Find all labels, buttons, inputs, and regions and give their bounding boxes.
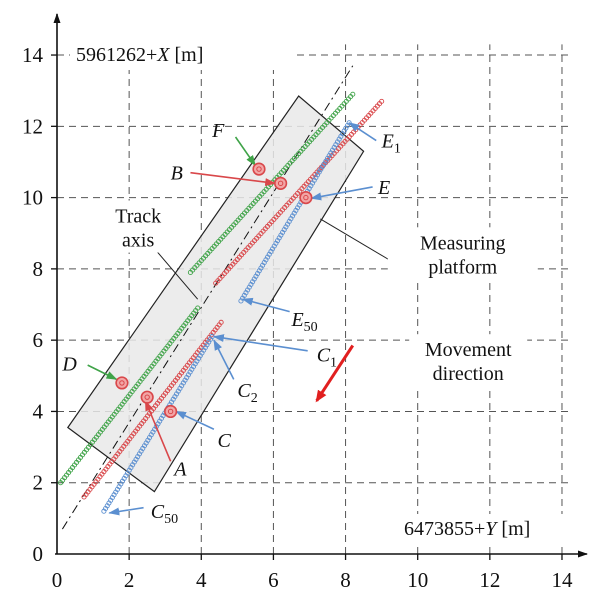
callout-arrow-a — [144, 399, 172, 462]
point-center-a — [144, 394, 150, 400]
tick-labels: 0 2 4 6 8 10 12 14 0 2 4 6 8 10 12 14 — [22, 43, 573, 592]
platform-rectangle — [66, 95, 365, 493]
axes — [53, 13, 588, 558]
callout-label-e50: E50 — [290, 309, 317, 335]
point-a — [140, 390, 154, 404]
callout-arrow-c1 — [212, 334, 308, 352]
point-d — [115, 376, 129, 390]
callout-arrow-d — [87, 364, 118, 381]
marked-points — [115, 162, 313, 419]
movement-direction-arrow — [315, 344, 355, 403]
callout-arrow-e — [310, 186, 373, 201]
callout-label-a: A — [172, 458, 187, 480]
point-center-e — [303, 194, 309, 201]
callout-arrow-f — [234, 136, 257, 167]
callout-label-f: F — [211, 120, 225, 142]
track-axis-line — [61, 65, 354, 530]
y-tick-label: 0 — [33, 542, 44, 566]
annotation-text: direction — [433, 363, 504, 385]
point-center-f — [256, 166, 262, 172]
callout-label-c2: C2 — [237, 380, 257, 406]
rail-point-series — [58, 91, 385, 514]
annotation-text: axis — [122, 230, 154, 252]
annotation-background — [409, 334, 528, 387]
point-c — [164, 404, 178, 419]
callout-label-e1: E1 — [381, 131, 401, 157]
callout-arrow-c — [175, 410, 215, 430]
x-tick-label: 12 — [479, 568, 500, 592]
measuring-platform — [61, 65, 365, 530]
callout-arrow-c2 — [213, 339, 235, 380]
annotation-text: Movement — [425, 339, 512, 361]
x-tick-label: 0 — [52, 568, 63, 592]
y-axis-label: 5961262+X [m] — [76, 44, 203, 66]
y-tick-label: 8 — [33, 257, 44, 281]
y-tick-label: 6 — [33, 328, 44, 352]
x-tick-label: 6 — [268, 568, 279, 592]
point-center-c — [167, 408, 174, 415]
axis-labels: 5961262+X [m] 6473855+Y [m] — [70, 40, 577, 544]
callout-arrow-e1 — [348, 122, 377, 142]
y-tick-label: 14 — [22, 43, 44, 67]
x-tick-label: 10 — [407, 568, 428, 592]
x-axis-label: 6473855+Y [m] — [404, 518, 530, 540]
point-center-d — [119, 380, 125, 386]
callout-label-b: B — [171, 163, 183, 185]
callout-arrow-b — [190, 171, 277, 187]
callout-arrow-e50 — [241, 297, 290, 313]
y-tick-label: 10 — [22, 186, 43, 210]
callout-label-e: E — [377, 177, 390, 199]
annotation-text: Track — [115, 206, 161, 228]
callout-arrow-c50 — [108, 506, 144, 516]
x-axis-label-background — [400, 514, 577, 544]
point-f — [252, 162, 266, 176]
callout-label-d: D — [61, 353, 77, 375]
callout-label-c: C — [218, 430, 232, 452]
annotation-text: Measuring — [420, 232, 506, 254]
x-tick-label: 8 — [340, 568, 351, 592]
annotation-background — [387, 227, 538, 280]
annotation-text: platform — [428, 256, 497, 278]
y-tick-label: 2 — [33, 471, 44, 495]
annotation-background — [98, 200, 179, 253]
x-tick-label: 14 — [551, 568, 573, 592]
y-tick-label: 12 — [22, 114, 43, 138]
callout-label-c50: C50 — [151, 501, 178, 527]
callout-label-c1: C1 — [317, 344, 337, 370]
point-e — [299, 191, 313, 205]
point-center-b — [277, 180, 284, 187]
x-tick-label: 4 — [196, 568, 207, 592]
series-point-green — [350, 91, 356, 97]
y-tick-label: 4 — [33, 399, 44, 423]
x-tick-label: 2 — [124, 568, 135, 592]
series-point-green — [195, 305, 201, 311]
y-axis-label-background — [70, 40, 296, 70]
series-point-red — [218, 319, 224, 325]
series-point-red — [379, 98, 385, 104]
annotation-leader — [320, 218, 393, 263]
point-b — [274, 176, 288, 190]
